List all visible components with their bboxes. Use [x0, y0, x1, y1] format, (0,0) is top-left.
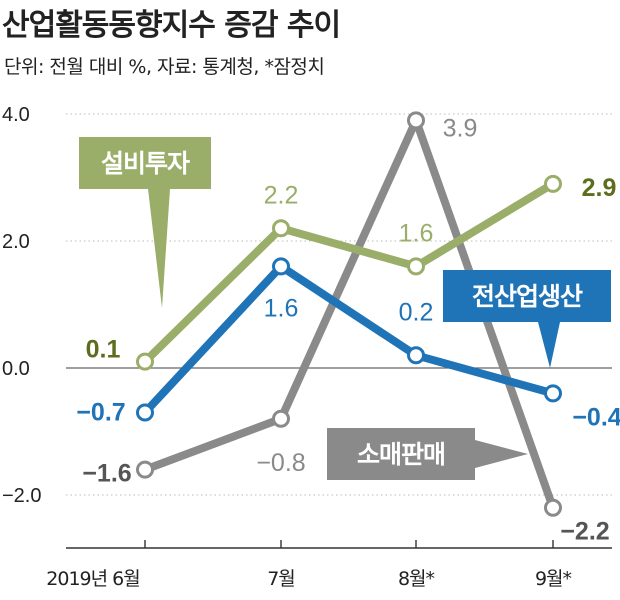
x-tick-label: 9월*: [535, 568, 572, 590]
axis-layer: 4.0 2.0 0.0 −2.0 2019년 6월 7월 8월* 9월*: [2, 104, 612, 590]
data-point: [544, 174, 562, 193]
page-subtitle: 단위: 전월 대비 %, 자료: 통계청, *잠정치: [4, 56, 325, 78]
series-line-1: [142, 262, 555, 416]
data-label: −0.4: [572, 403, 620, 431]
y-tick-label: 0.0: [2, 358, 30, 380]
data-point: [407, 346, 425, 365]
data-point: [544, 498, 562, 517]
x-tick-label: 7월: [267, 568, 295, 590]
data-point: [136, 460, 154, 479]
data-label: −0.7: [76, 398, 125, 426]
data-label: 1.6: [264, 294, 299, 322]
x-tick-label: 2019년 6월: [46, 568, 139, 590]
data-label: 0.1: [86, 336, 121, 364]
data-point: [272, 257, 290, 276]
data-label: 1.6: [399, 219, 434, 247]
callout-label: 설비투자: [101, 149, 190, 178]
callout-pointer: [475, 440, 528, 468]
data-labels: 0.1 2.2 1.6 2.9 −0.7 1.6 0.2 −0.4 −1.6 −0.8 3.9 −2.…: [76, 114, 620, 545]
callout-label: 전산업생산: [472, 282, 583, 311]
data-point: [272, 219, 290, 238]
callout-box: [79, 137, 211, 189]
data-label: −2.2: [560, 518, 609, 546]
series-callout: 전산업생산: [443, 270, 611, 368]
data-label: 2.9: [582, 174, 617, 202]
page-title: 산업활동동향지수 증감 추이: [2, 8, 341, 43]
data-point: [407, 257, 425, 276]
series-points: [136, 111, 562, 517]
callout-box: [443, 270, 611, 322]
callout-pointer: [538, 322, 560, 368]
y-tick-label: 4.0: [2, 104, 30, 126]
callout-label: 소매판매: [357, 440, 445, 469]
y-tick-label: 2.0: [2, 231, 30, 253]
data-point: [544, 384, 562, 403]
x-tick-label: 8월*: [398, 568, 435, 590]
callout-pointer: [148, 189, 170, 308]
data-label: 2.2: [264, 181, 299, 209]
callout-box: [327, 428, 475, 480]
y-tick-label: −2.0: [2, 485, 41, 507]
data-point: [136, 403, 154, 422]
data-label: −1.6: [82, 460, 131, 488]
data-label: 0.2: [399, 298, 434, 326]
data-point: [407, 111, 425, 130]
series-line-0: [142, 180, 556, 365]
data-point: [272, 409, 290, 428]
data-label: 3.9: [443, 114, 478, 142]
series-callout: 소매판매: [327, 428, 528, 480]
data-label: −0.8: [256, 449, 305, 477]
series-callout: 설비투자: [79, 137, 211, 308]
data-point: [136, 352, 154, 371]
